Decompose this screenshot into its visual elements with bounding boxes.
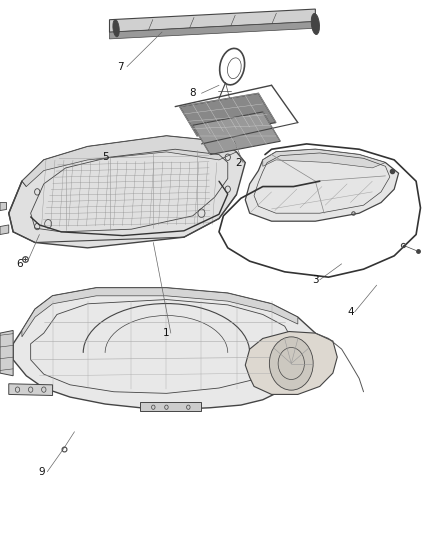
Ellipse shape bbox=[311, 13, 319, 35]
Text: 3: 3 bbox=[312, 275, 319, 285]
Polygon shape bbox=[245, 149, 399, 221]
Polygon shape bbox=[110, 9, 315, 32]
Ellipse shape bbox=[269, 337, 313, 390]
Polygon shape bbox=[193, 112, 280, 155]
Polygon shape bbox=[0, 330, 13, 376]
Polygon shape bbox=[22, 288, 298, 337]
Text: 9: 9 bbox=[38, 467, 45, 477]
Text: 1: 1 bbox=[163, 328, 170, 338]
Text: 8: 8 bbox=[189, 88, 196, 98]
Polygon shape bbox=[9, 384, 53, 395]
Polygon shape bbox=[110, 21, 315, 39]
Text: 7: 7 bbox=[117, 62, 124, 71]
Polygon shape bbox=[0, 203, 7, 211]
Text: 6: 6 bbox=[16, 259, 23, 269]
Ellipse shape bbox=[113, 20, 119, 37]
Polygon shape bbox=[13, 288, 320, 409]
Text: 2: 2 bbox=[235, 158, 242, 167]
Text: 5: 5 bbox=[102, 152, 109, 162]
Polygon shape bbox=[245, 332, 337, 394]
Polygon shape bbox=[180, 93, 276, 136]
Polygon shape bbox=[22, 136, 237, 187]
Polygon shape bbox=[140, 402, 201, 411]
Polygon shape bbox=[0, 225, 9, 235]
Text: 4: 4 bbox=[347, 307, 354, 317]
Polygon shape bbox=[263, 149, 385, 168]
Polygon shape bbox=[9, 136, 245, 248]
